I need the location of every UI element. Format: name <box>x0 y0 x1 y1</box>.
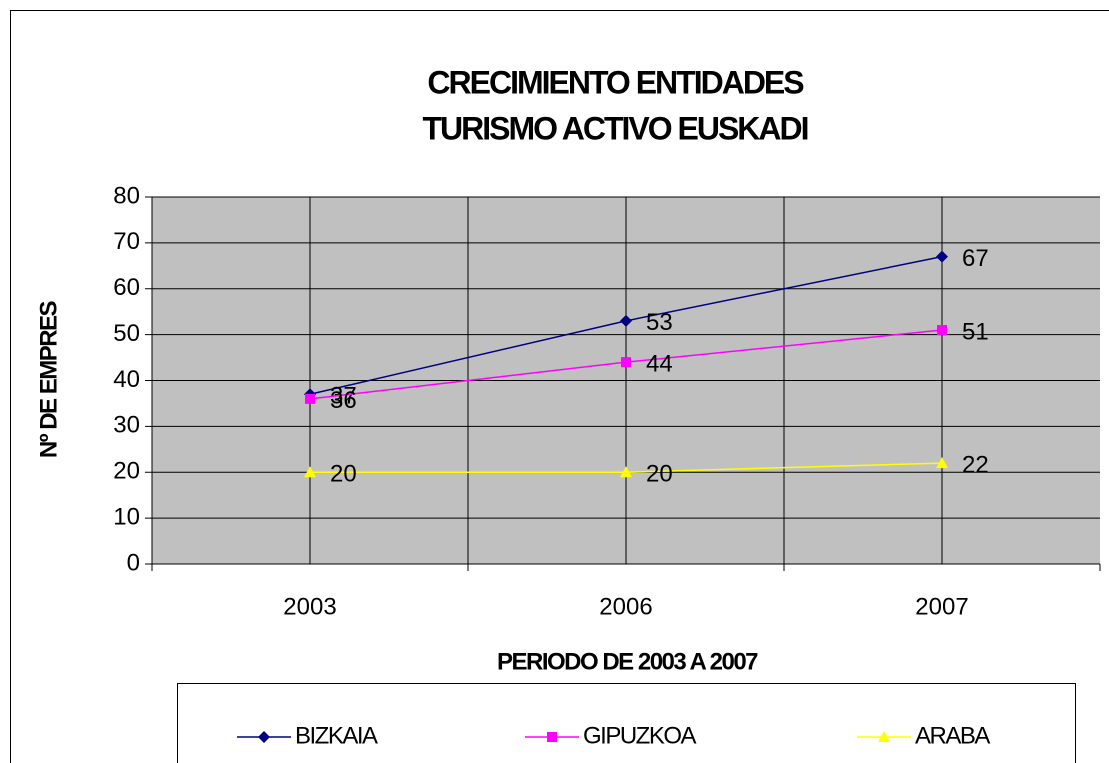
legend-label: BIZKAIA <box>295 722 378 749</box>
y-tick-label: 20 <box>113 458 140 485</box>
x-tick-label: 2006 <box>599 593 652 620</box>
data-label: 20 <box>646 461 673 488</box>
y-tick-label: 80 <box>113 182 140 209</box>
marker <box>304 466 316 478</box>
marker <box>936 457 948 469</box>
marker <box>937 325 947 336</box>
x-tick-label: 2003 <box>283 593 336 620</box>
data-label: 67 <box>962 245 989 272</box>
data-label: 53 <box>646 309 673 336</box>
legend-marker <box>547 732 557 742</box>
y-tick-label: 30 <box>113 412 140 439</box>
marker <box>620 314 632 327</box>
y-tick-label: 40 <box>113 366 140 393</box>
data-label: 51 <box>962 318 989 345</box>
y-tick-label: 50 <box>113 320 140 347</box>
y-tick-label: 60 <box>113 274 140 301</box>
data-label: 44 <box>646 350 673 377</box>
y-axis-label: Nº DE EMPRES <box>35 300 62 458</box>
data-label: 20 <box>330 461 357 488</box>
legend <box>177 683 1076 763</box>
y-tick-label: 10 <box>113 503 140 530</box>
marker <box>620 466 632 478</box>
x-tick-label: 2007 <box>915 593 968 620</box>
y-tick-label: 0 <box>127 549 140 576</box>
legend-marker <box>878 731 890 742</box>
chart-title: TURISMO ACTIVO EUSKADI <box>422 110 807 146</box>
legend-marker <box>258 731 270 743</box>
legend-label: ARABA <box>915 722 990 749</box>
data-label: 22 <box>962 451 989 478</box>
chart-title: CRECIMIENTO ENTIDADES <box>427 64 804 100</box>
marker <box>621 357 631 368</box>
data-label: 36 <box>330 387 357 414</box>
marker <box>936 250 948 263</box>
x-axis-label: PERIODO DE 2003 A 2007 <box>497 648 758 675</box>
marker <box>305 393 315 404</box>
y-tick-label: 70 <box>113 228 140 255</box>
legend-label: GIPUZKOA <box>583 722 697 749</box>
